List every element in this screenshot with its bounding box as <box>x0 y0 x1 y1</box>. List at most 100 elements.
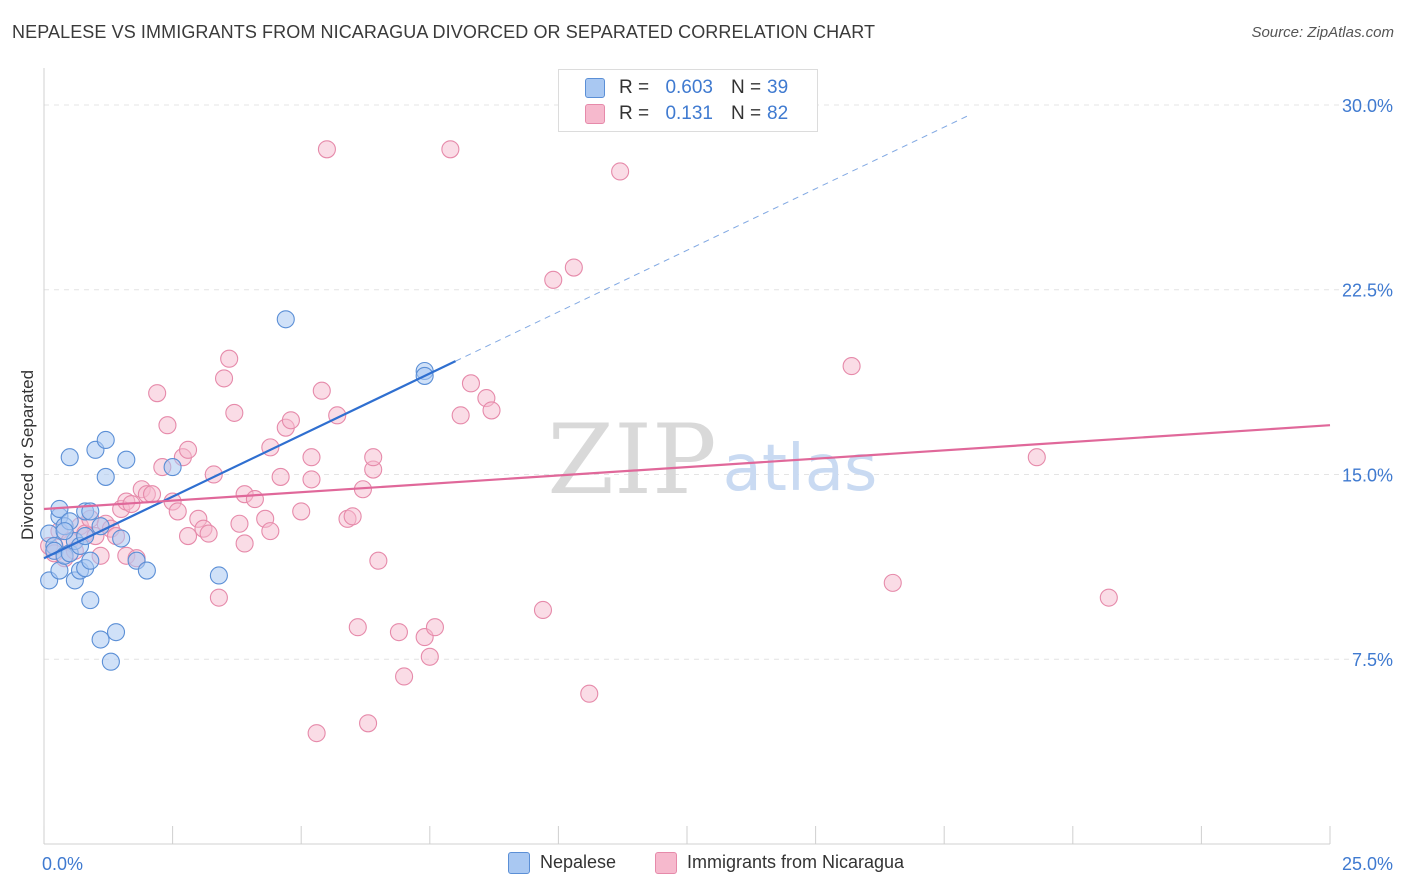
nepalese-point <box>96 430 115 450</box>
r-label: R = <box>619 77 650 98</box>
stats-legend: R = 0.603 N = 39 R = 0.131 N = 82 <box>558 69 818 132</box>
nicaragua-point <box>220 349 239 368</box>
nicaragua-point <box>292 502 311 521</box>
nicaragua-point <box>214 369 234 388</box>
nepalese-trend-line <box>43 360 456 560</box>
watermark-atlas: atlas <box>723 432 878 506</box>
n-label: N = <box>731 103 762 124</box>
nicaragua-point <box>178 440 198 459</box>
r-value: 0.131 <box>665 103 713 124</box>
y-tick-label: 30.0% <box>1342 96 1393 116</box>
source-label: Source: ZipAtlas.com <box>1251 24 1394 41</box>
nepalese-point <box>276 310 295 329</box>
x-tick-label: 25.0% <box>1342 854 1393 874</box>
nepalese-point <box>117 450 136 469</box>
nicaragua-point <box>395 667 414 686</box>
n-value: 39 <box>767 77 789 98</box>
nepalese-legend-swatch <box>508 852 530 875</box>
nicaragua-point <box>302 448 321 467</box>
nicaragua-point <box>142 485 162 504</box>
stats-row-nepalese: R = 0.603 N = 39 <box>559 75 817 101</box>
legend-label-nepalese: Nepalese <box>540 852 617 872</box>
legend-item-nicaragua: Immigrants from Nicaragua <box>655 852 905 875</box>
nicaragua-point <box>451 406 470 425</box>
nepalese-point <box>209 566 228 585</box>
nicaragua-swatch <box>585 104 605 124</box>
nepalese-point <box>101 652 120 671</box>
nicaragua-point <box>580 684 599 703</box>
nicaragua-point <box>883 573 902 592</box>
nepalese-point <box>91 630 110 649</box>
nicaragua-point <box>307 724 326 743</box>
nicaragua-point <box>1099 588 1118 607</box>
nicaragua-point <box>245 490 264 509</box>
stats-row-nicaragua: R = 0.131 N = 82 <box>559 101 817 127</box>
n-label: N = <box>731 77 762 98</box>
nicaragua-point <box>544 270 563 289</box>
nicaragua-point <box>209 588 228 607</box>
nicaragua-point <box>842 357 861 376</box>
nicaragua-point <box>178 527 198 546</box>
nicaragua-point <box>482 401 501 420</box>
nicaragua-point <box>389 623 408 642</box>
nicaragua-point <box>364 448 383 467</box>
nicaragua-point <box>369 551 388 570</box>
x-tick-label: 0.0% <box>42 854 83 874</box>
grid-lines <box>44 104 1392 660</box>
nepalese-points <box>40 310 434 671</box>
nicaragua-point <box>533 600 553 620</box>
y-axis-label: Divorced or Separated <box>18 369 37 541</box>
nepalese-point <box>81 551 100 570</box>
nicaragua-point <box>441 140 460 159</box>
nicaragua-point <box>302 470 321 489</box>
nepalese-trend-extension <box>455 114 971 362</box>
y-tick-label: 15.0% <box>1342 465 1393 485</box>
nepalese-point <box>112 529 131 548</box>
nepalese-point <box>106 623 126 642</box>
nicaragua-point <box>148 384 167 403</box>
r-label: R = <box>619 103 650 124</box>
nepalese-point <box>137 561 156 580</box>
nicaragua-point <box>271 467 290 486</box>
legend-label-nicaragua: Immigrants from Nicaragua <box>687 852 905 872</box>
nicaragua-point <box>225 403 244 422</box>
nepalese-point <box>60 448 79 467</box>
nicaragua-point <box>461 374 481 393</box>
trend-lines <box>43 114 1331 560</box>
nicaragua-point <box>420 647 439 666</box>
nepalese-swatch <box>585 78 605 98</box>
nicaragua-point <box>343 507 362 526</box>
axes <box>43 68 1331 845</box>
nicaragua-point <box>425 618 444 637</box>
nicaragua-point <box>564 258 583 277</box>
nepalese-point <box>96 467 115 486</box>
nicaragua-point <box>281 411 300 430</box>
chart-title: NEPALESE VS IMMIGRANTS FROM NICARAGUA DI… <box>12 22 876 42</box>
legend-item-nepalese: Nepalese <box>508 852 617 875</box>
nicaragua-point <box>348 618 367 637</box>
nicaragua-point <box>199 524 218 543</box>
nepalese-point <box>55 522 74 541</box>
nicaragua-point <box>168 502 187 521</box>
nicaragua-point <box>158 416 177 435</box>
nicaragua-point <box>359 714 378 733</box>
nicaragua-point <box>230 514 249 533</box>
tick-labels: 7.5% 15.0% 22.5% 30.0% 0.0% 25.0% <box>42 96 1393 874</box>
nepalese-point <box>163 458 182 477</box>
y-tick-label: 7.5% <box>1352 650 1393 670</box>
nicaragua-legend-swatch <box>655 852 677 875</box>
nepalese-point <box>81 591 100 610</box>
nicaragua-point <box>611 162 630 181</box>
watermark: ZIP atlas <box>547 404 877 516</box>
nicaragua-point <box>1027 448 1046 467</box>
nicaragua-point <box>261 522 280 541</box>
nicaragua-point <box>317 140 336 159</box>
nicaragua-point <box>235 534 254 553</box>
watermark-zip: ZIP <box>547 404 716 516</box>
nicaragua-trend-line <box>43 424 1331 511</box>
n-value: 82 <box>767 103 789 124</box>
nicaragua-point <box>312 381 331 400</box>
y-tick-label: 22.5% <box>1342 281 1393 301</box>
r-value: 0.603 <box>665 77 713 98</box>
